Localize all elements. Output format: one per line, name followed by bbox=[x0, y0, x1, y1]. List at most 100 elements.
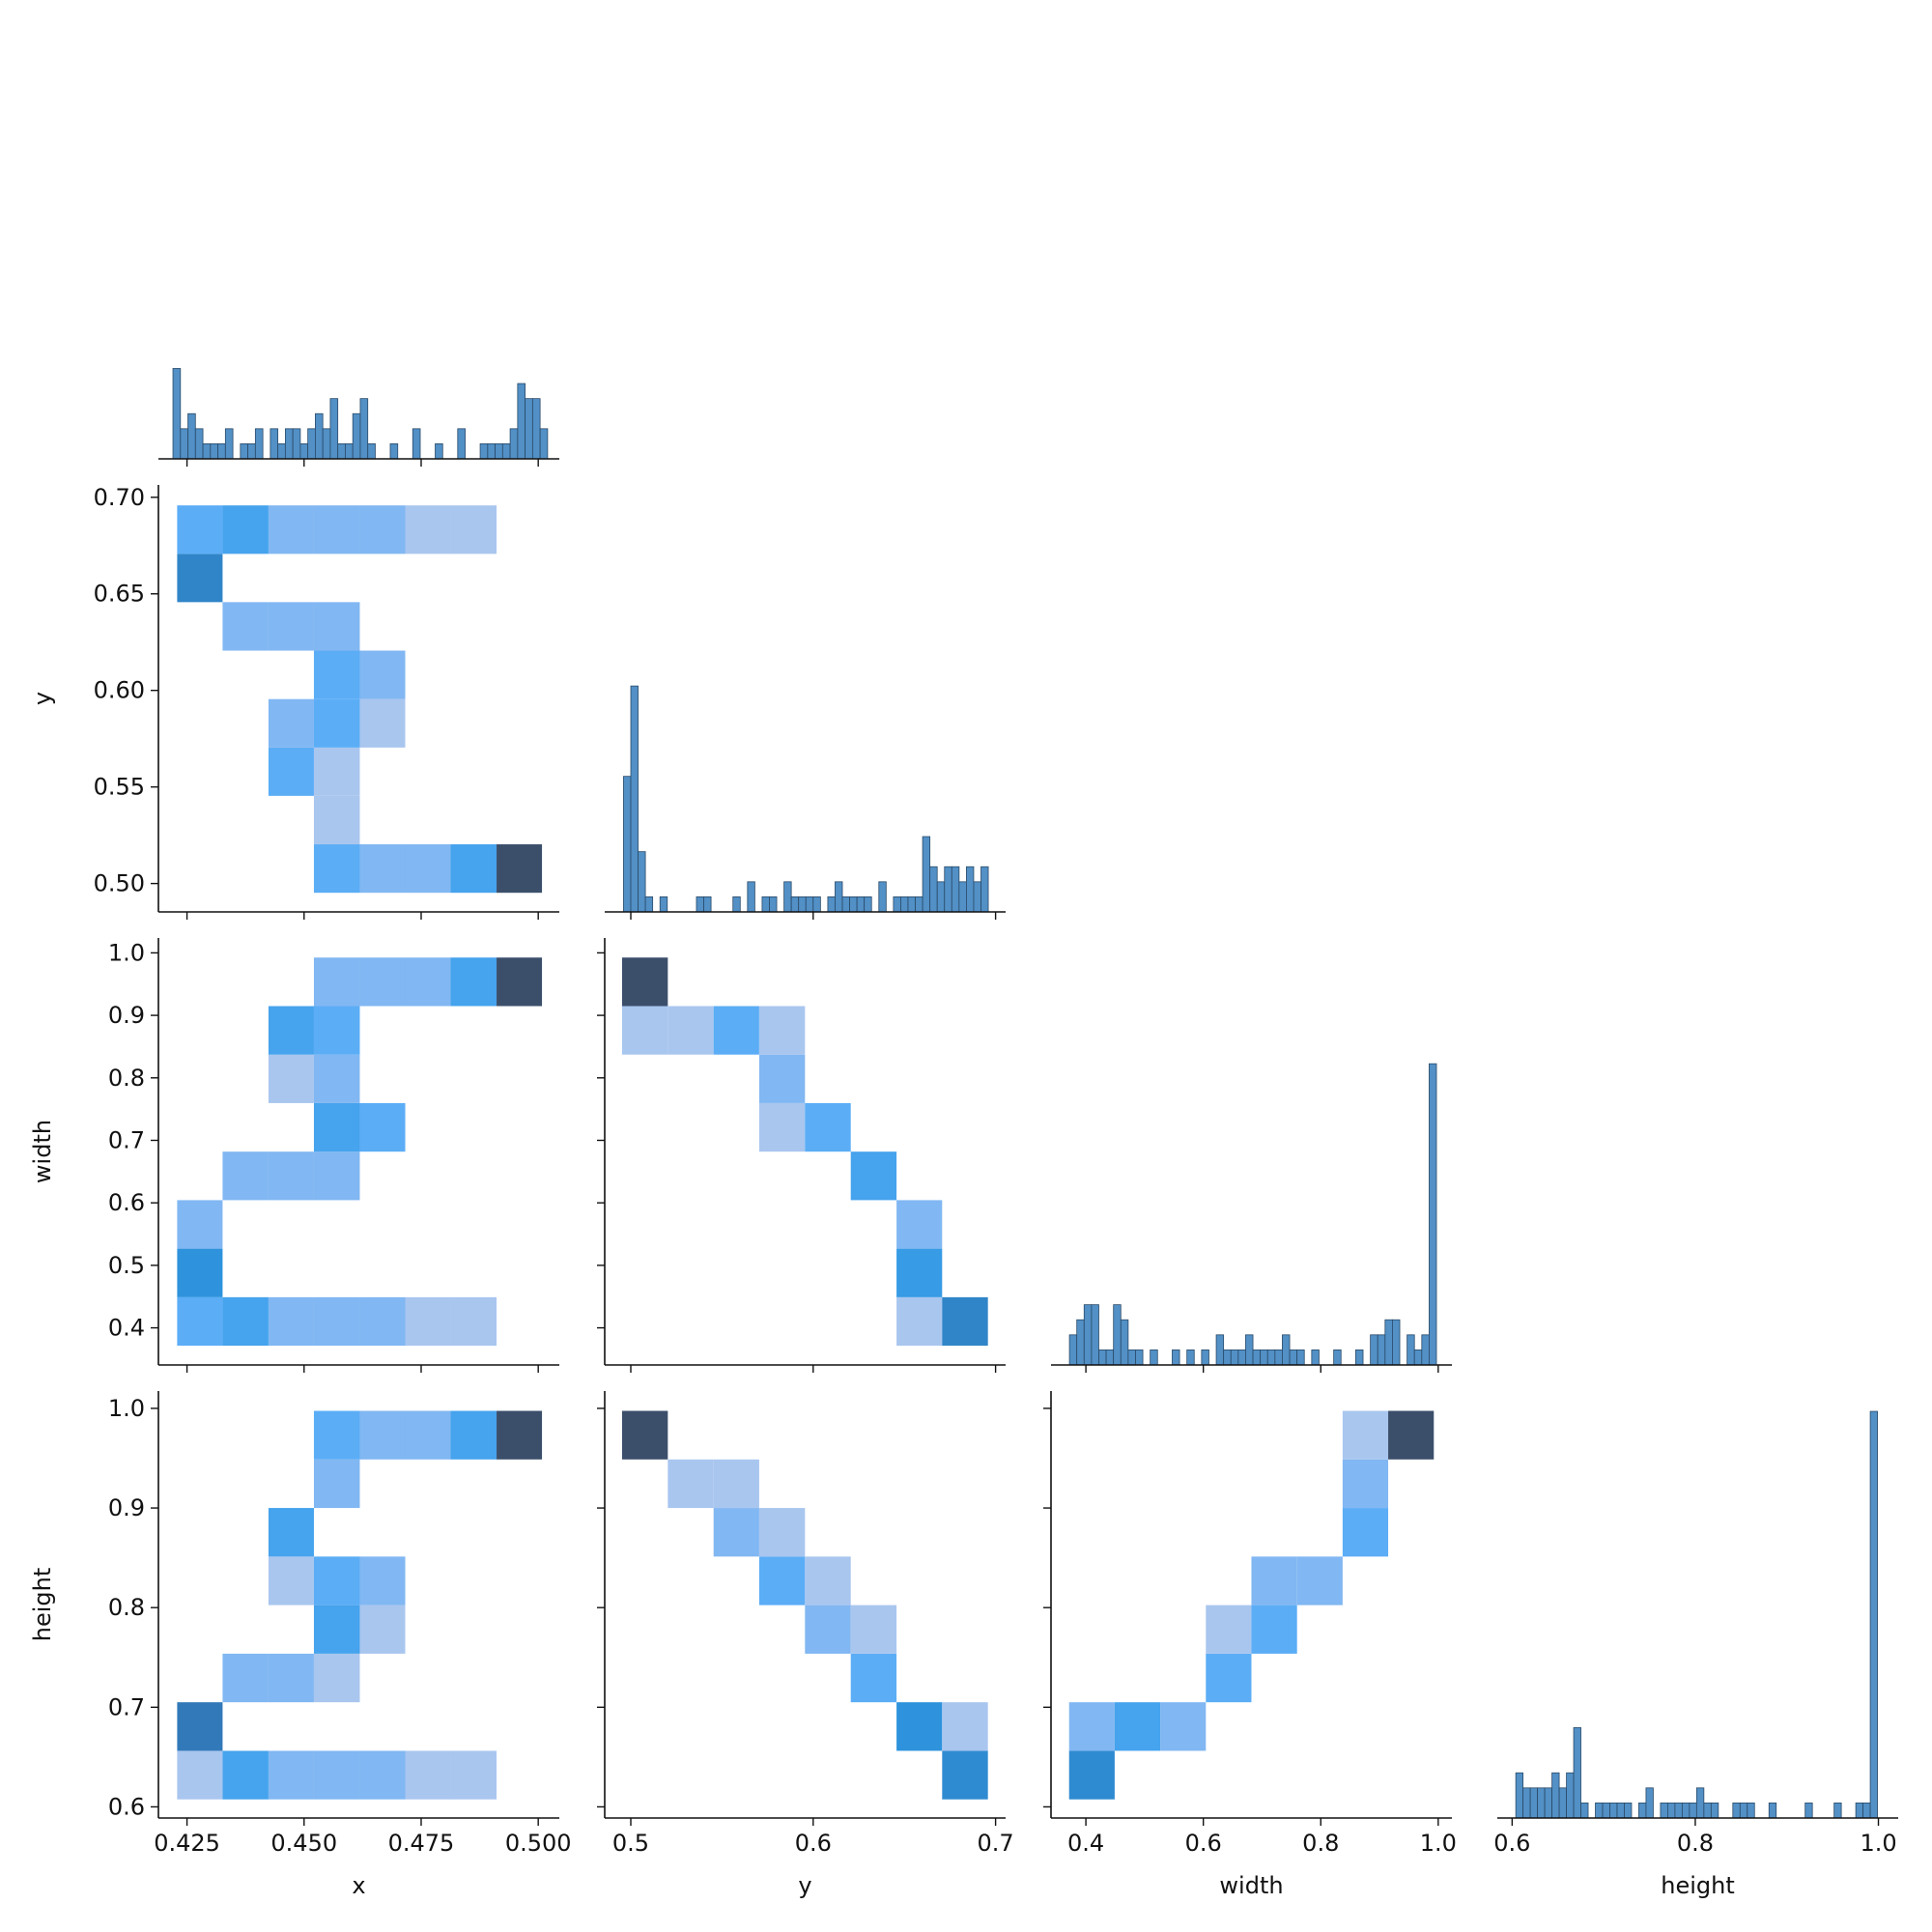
histogram-bar bbox=[864, 896, 872, 913]
heatmap-cell bbox=[942, 957, 987, 1006]
histogram-bar bbox=[1747, 1803, 1755, 1819]
histogram-bar bbox=[270, 428, 279, 460]
heatmap-cell bbox=[177, 1460, 222, 1508]
heatmap-cell bbox=[177, 1605, 222, 1654]
histogram-bar bbox=[1710, 1803, 1719, 1819]
heatmap-cell bbox=[1206, 1702, 1251, 1750]
histogram-bar bbox=[1595, 1803, 1604, 1819]
heatmap-cell bbox=[177, 1296, 223, 1347]
heatmap-cell bbox=[805, 1249, 850, 1297]
heatmap-cell bbox=[268, 505, 314, 554]
heatmap-cell bbox=[805, 1200, 850, 1248]
heatmap-cell bbox=[896, 957, 942, 1006]
histogram-bar bbox=[915, 896, 923, 913]
heatmap-cell bbox=[1160, 1411, 1206, 1460]
heatmap-cell bbox=[497, 1151, 542, 1200]
heatmap-cell bbox=[451, 651, 497, 699]
heatmap-cell bbox=[177, 651, 222, 699]
x-tick-label: 0.5 bbox=[612, 1830, 649, 1857]
heatmap-cell bbox=[222, 796, 269, 844]
histogram-bar bbox=[187, 412, 196, 460]
heatmap-cell bbox=[1297, 1654, 1343, 1702]
heatmap-cell bbox=[714, 1249, 759, 1297]
histogram-bar bbox=[1689, 1803, 1697, 1819]
histogram-bar bbox=[1296, 1350, 1305, 1366]
heatmap-cell bbox=[1296, 1556, 1343, 1605]
heatmap-cell bbox=[405, 1296, 451, 1347]
histogram-bar bbox=[412, 428, 421, 460]
histogram-bar bbox=[703, 896, 712, 913]
y-tick-label: 0.6 bbox=[108, 1189, 145, 1216]
heatmap-cell bbox=[451, 699, 497, 748]
histogram-bar bbox=[973, 881, 981, 913]
heatmap-cell bbox=[222, 699, 269, 748]
heatmap-cell bbox=[1251, 1460, 1296, 1508]
heatmap-cell bbox=[313, 650, 360, 699]
y-tick-label: 1.0 bbox=[108, 1395, 145, 1422]
histogram-bar bbox=[1869, 1410, 1878, 1819]
heatmap-cell bbox=[759, 957, 805, 1006]
histogram-bar bbox=[1120, 1319, 1129, 1366]
heatmap-cell bbox=[1297, 1702, 1343, 1750]
heatmap-cell bbox=[497, 1702, 542, 1750]
histogram-bar bbox=[798, 896, 807, 913]
heatmap-cell bbox=[1343, 1702, 1388, 1750]
y-tick-label: 0.7 bbox=[108, 1693, 145, 1720]
heatmap-cell bbox=[451, 1556, 497, 1605]
heatmap-cell bbox=[1388, 1750, 1434, 1799]
heatmap-cell bbox=[714, 957, 759, 1006]
heatmap-cell bbox=[805, 1055, 850, 1103]
y-axis-label: width bbox=[29, 1120, 56, 1183]
heatmap-cell bbox=[497, 957, 543, 1007]
heatmap-cell bbox=[1251, 1654, 1296, 1702]
heatmap-cell bbox=[1069, 1556, 1115, 1605]
histogram-bar bbox=[1660, 1803, 1668, 1819]
heatmap-cell bbox=[451, 1605, 497, 1654]
heatmap-cell bbox=[851, 1297, 896, 1346]
heatmap-cell bbox=[759, 1654, 805, 1702]
heatmap-cell bbox=[1115, 1654, 1160, 1702]
histogram-bar bbox=[1260, 1350, 1268, 1366]
histogram-bar bbox=[315, 412, 324, 460]
heatmap-cell bbox=[497, 1508, 542, 1556]
heatmap-cell bbox=[177, 1411, 222, 1460]
heatmap-cell bbox=[451, 1702, 497, 1750]
heatmap-cell bbox=[269, 554, 314, 602]
heatmap-cell bbox=[451, 1103, 497, 1151]
histogram-bar bbox=[299, 443, 309, 460]
histogram-bar bbox=[1515, 1772, 1524, 1819]
x-tick-label: 0.8 bbox=[1677, 1830, 1714, 1857]
heatmap-cell bbox=[222, 1249, 269, 1297]
heatmap-cell bbox=[222, 1605, 269, 1654]
heatmap-cell bbox=[1342, 1410, 1389, 1460]
heatmap-cell bbox=[896, 1200, 943, 1249]
heatmap-cell bbox=[405, 957, 451, 1007]
heatmap-cell bbox=[497, 1200, 542, 1248]
histogram-bar bbox=[893, 896, 901, 913]
histogram-bar bbox=[1732, 1803, 1741, 1819]
heatmap-cell bbox=[668, 1200, 713, 1248]
heatmap-cell bbox=[313, 1556, 360, 1605]
histogram-bar bbox=[1098, 1350, 1107, 1366]
histogram-bar bbox=[1674, 1803, 1683, 1819]
heatmap-cell bbox=[177, 1200, 223, 1249]
heatmap-cell bbox=[1160, 1556, 1206, 1605]
histogram-bar bbox=[1667, 1803, 1676, 1819]
heatmap-cell bbox=[851, 1103, 896, 1151]
heatmap-cell bbox=[805, 1151, 850, 1200]
heatmap-cell bbox=[1069, 1605, 1115, 1654]
heatmap-cell bbox=[177, 1055, 222, 1103]
heatmap-cell bbox=[222, 602, 269, 651]
heatmap-cell bbox=[759, 1200, 805, 1248]
heatmap-cell bbox=[1115, 1411, 1160, 1460]
heatmap-cell bbox=[1388, 1654, 1434, 1702]
heatmap-cell bbox=[668, 1103, 713, 1151]
histogram-bar bbox=[696, 896, 704, 913]
heatmap-cell bbox=[268, 1750, 314, 1800]
y-tick-label: 0.8 bbox=[108, 1594, 145, 1621]
heatmap-cell bbox=[805, 1508, 850, 1556]
y-tick-label: 0.50 bbox=[94, 870, 145, 897]
heatmap-cell bbox=[450, 844, 497, 894]
heatmap-cell bbox=[622, 1249, 668, 1297]
histogram-bar bbox=[1384, 1319, 1393, 1366]
